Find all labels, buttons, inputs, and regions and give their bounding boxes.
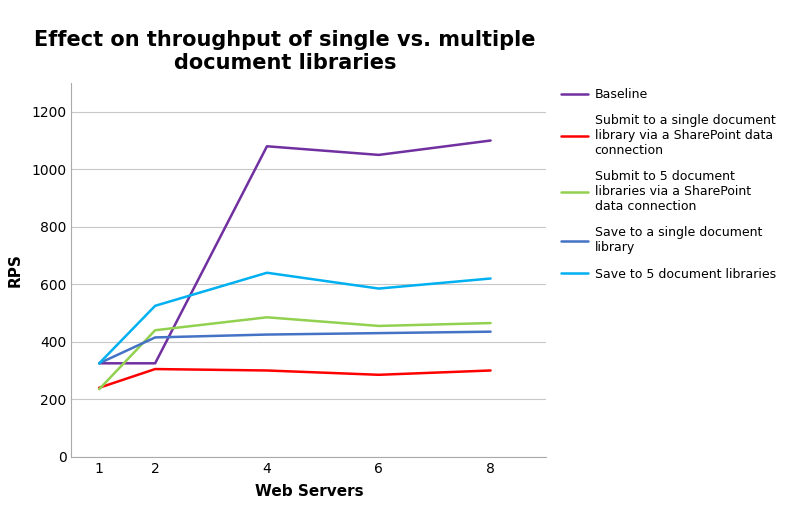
X-axis label: Web Servers: Web Servers xyxy=(254,484,364,499)
Legend: Baseline, Submit to a single document
library via a SharePoint data
connection, : Baseline, Submit to a single document li… xyxy=(556,83,781,285)
Y-axis label: RPS: RPS xyxy=(8,253,23,287)
Title: Effect on throughput of single vs. multiple
document libraries: Effect on throughput of single vs. multi… xyxy=(34,30,536,73)
